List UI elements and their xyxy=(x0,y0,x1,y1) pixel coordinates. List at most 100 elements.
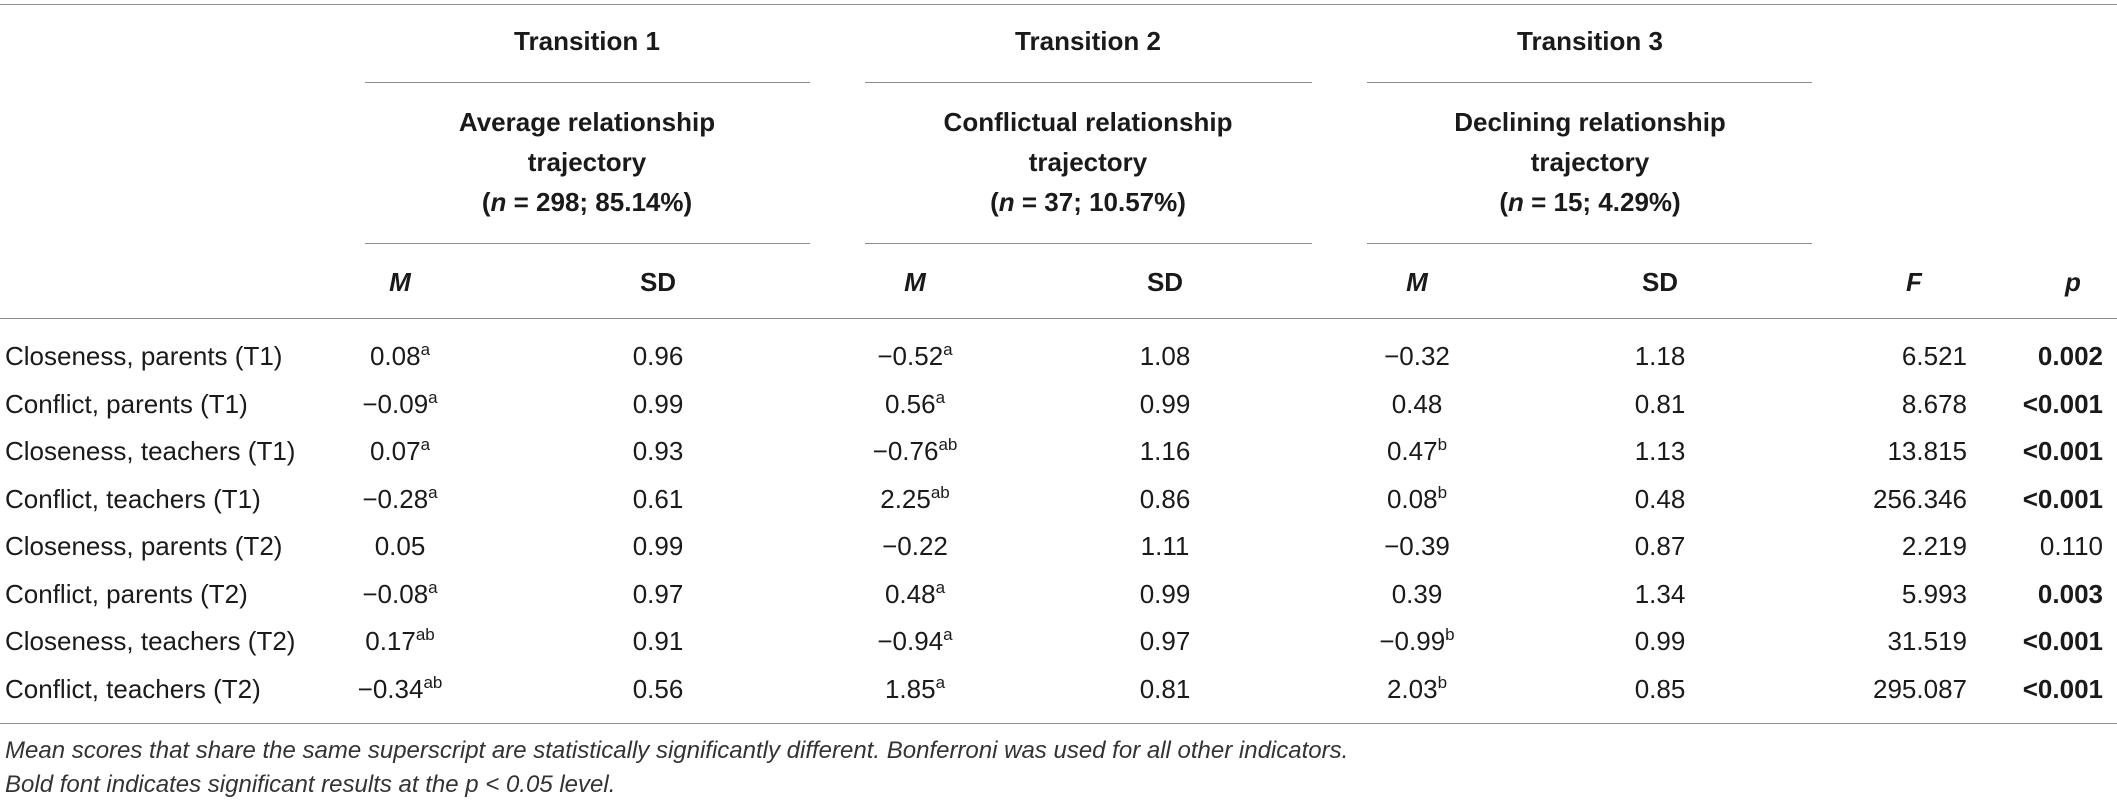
mean-number: 2.25 xyxy=(880,483,931,514)
mean-number: 0.08 xyxy=(369,341,421,371)
mean-number: 0.08 xyxy=(1386,483,1438,514)
significance-superscript: a xyxy=(935,387,946,407)
sd-value-t3: 0.85 xyxy=(1634,673,1686,704)
sample-size-open: ( xyxy=(990,187,999,217)
mean-number: 0.17 xyxy=(365,626,416,656)
row-label: Closeness, teachers (T1) xyxy=(5,436,296,466)
t1-rule-lower xyxy=(365,243,810,244)
sd-value-t2: 1.16 xyxy=(1139,436,1191,466)
t3-rule-lower xyxy=(1367,243,1812,244)
sd-value-t1: 0.96 xyxy=(632,341,684,371)
significance-superscript: b xyxy=(1437,482,1448,502)
sample-size-n-label: n xyxy=(1507,187,1524,217)
p-value: 0.110 xyxy=(2039,531,2103,561)
mean-value-t2: 2.25ab xyxy=(880,484,950,514)
mean-number: −0.08 xyxy=(362,578,429,609)
significance-superscript: a xyxy=(420,435,431,454)
transition-label: Transition 1 xyxy=(514,26,660,56)
p-value: 0.003 xyxy=(2037,578,2103,609)
sample-size-value: = 298; 85.14%) xyxy=(506,187,693,217)
f-value: 256.346 xyxy=(1873,483,1967,514)
sd-value-t1: 0.99 xyxy=(632,531,684,561)
mean-number: −0.52 xyxy=(877,341,944,371)
p-value: <0.001 xyxy=(2022,436,2103,466)
mean-number: 0.05 xyxy=(374,531,426,561)
row-label: Closeness, teachers (T2) xyxy=(5,626,296,656)
sd-value-t1: 0.99 xyxy=(632,388,684,419)
mean-value-t3: 0.08b xyxy=(1387,484,1447,514)
sd-value-t1: 0.97 xyxy=(632,578,684,609)
mean-value-t2: 0.48a xyxy=(885,579,945,609)
row-label: Conflict, teachers (T2) xyxy=(5,673,261,704)
sample-size-value: = 15; 4.29%) xyxy=(1523,187,1681,217)
mean-value-t1: −0.09a xyxy=(362,389,437,419)
mean-value-t1: 0.07a xyxy=(370,436,430,466)
col-header-f: F xyxy=(1906,267,1922,297)
row-label: Closeness, parents (T1) xyxy=(5,341,283,371)
sd-value-t3: 0.87 xyxy=(1634,531,1686,561)
mean-number: −0.99 xyxy=(1379,626,1446,656)
top-rule xyxy=(0,4,2117,5)
sd-value-t2: 0.99 xyxy=(1139,578,1191,609)
f-value: 295.087 xyxy=(1873,673,1967,704)
significance-superscript: ab xyxy=(938,435,958,454)
col-header-sd-1: SD xyxy=(639,267,677,297)
mean-value-t3: 0.47b xyxy=(1387,436,1447,466)
header-bottom-rule xyxy=(0,318,2117,319)
row-label: Conflict, parents (T2) xyxy=(5,578,248,609)
mean-value-t3: −0.99b xyxy=(1379,626,1454,656)
sd-value-t2: 0.86 xyxy=(1139,483,1191,514)
sd-value-t1: 0.93 xyxy=(632,436,684,466)
mean-value-t2: −0.52a xyxy=(877,341,952,371)
mean-number: −0.28 xyxy=(362,483,429,514)
sd-value-t2: 0.99 xyxy=(1139,388,1191,419)
mean-number: −0.94 xyxy=(877,626,944,656)
f-value: 13.815 xyxy=(1887,436,1967,466)
f-value: 6.521 xyxy=(1901,341,1967,371)
mean-value-t3: 0.48 xyxy=(1392,389,1443,419)
mean-number: −0.76 xyxy=(872,436,939,466)
col-header-m-2: M xyxy=(904,267,926,297)
mean-value-t3: 0.39 xyxy=(1392,579,1443,609)
mean-value-t1: 0.08a xyxy=(370,341,430,371)
sample-size: (n = 298; 85.14%) xyxy=(482,187,692,217)
mean-number: −0.34 xyxy=(357,673,424,704)
mean-value-t2: −0.76ab xyxy=(873,436,958,466)
sd-value-t3: 1.18 xyxy=(1634,341,1686,371)
significance-superscript: a xyxy=(428,387,438,407)
sample-size-n-label: n xyxy=(490,187,507,217)
p-value: 0.002 xyxy=(2037,341,2103,371)
t2-rule-upper xyxy=(865,82,1312,83)
mean-number: 0.56 xyxy=(884,388,936,419)
significance-superscript: a xyxy=(943,340,953,359)
sd-value-t1: 0.61 xyxy=(632,483,684,514)
mean-number: 0.48 xyxy=(1391,388,1443,419)
sd-value-t2: 0.81 xyxy=(1139,673,1191,704)
mean-value-t3: 2.03b xyxy=(1387,674,1447,704)
mean-number: 0.48 xyxy=(884,578,936,609)
mean-value-t2: 1.85a xyxy=(885,674,945,704)
sd-value-t1: 0.91 xyxy=(632,626,684,656)
trajectory-title-line1: Declining relationship xyxy=(1454,107,1726,137)
trajectory-title-line1: Average relationship xyxy=(458,107,716,137)
p-value: <0.001 xyxy=(2022,673,2103,704)
sd-value-t2: 1.08 xyxy=(1139,341,1191,371)
mean-number: −0.09 xyxy=(362,388,429,419)
mean-value-t1: −0.28a xyxy=(362,484,437,514)
sd-value-t3: 0.48 xyxy=(1634,483,1686,514)
mean-value-t2: −0.22 xyxy=(882,531,948,561)
mean-value-t3: −0.32 xyxy=(1384,341,1450,371)
t1-rule-upper xyxy=(365,82,810,83)
significance-superscript: ab xyxy=(415,625,435,644)
significance-superscript: a xyxy=(420,340,431,359)
sd-value-t3: 1.34 xyxy=(1634,578,1686,609)
mean-number: 0.47 xyxy=(1386,436,1438,466)
sd-value-t3: 0.99 xyxy=(1634,626,1686,656)
sd-value-t3: 0.81 xyxy=(1634,388,1686,419)
trajectory-title-line1: Conflictual relationship xyxy=(943,107,1233,137)
trajectory-title-line2: trajectory xyxy=(1530,147,1650,177)
t3-rule-upper xyxy=(1367,82,1812,83)
col-header-p: p xyxy=(2065,267,2081,297)
f-value: 5.993 xyxy=(1901,578,1967,609)
significance-superscript: a xyxy=(428,577,438,597)
